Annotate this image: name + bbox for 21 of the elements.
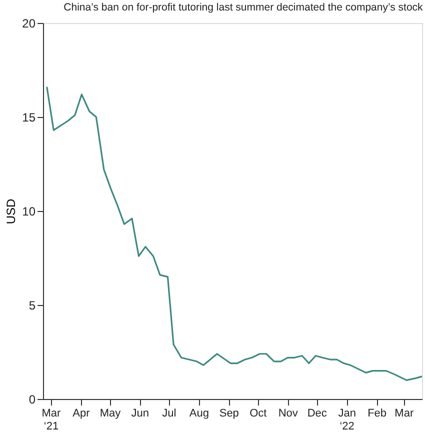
x-tick-label: Jun [131, 408, 150, 420]
y-tick-label: 15 [22, 110, 36, 124]
x-tick-label: Feb [368, 408, 387, 420]
x-tick-label: Jul [162, 408, 176, 420]
x-tick-label: Dec [307, 408, 328, 420]
x-tick-label: Oct [250, 408, 267, 420]
y-tick-label: 0 [28, 392, 36, 406]
x-tick-label: Mar [394, 408, 414, 420]
line-series [46, 86, 423, 381]
x-tick-label: May [100, 408, 122, 420]
y-tick-label: 10 [22, 204, 36, 218]
y-axis-title: USD [4, 198, 18, 224]
x-tick-label: Aug [189, 408, 209, 420]
x-tick-label: Mar ‘21 [42, 408, 62, 432]
x-tick-label: Nov [278, 408, 298, 420]
x-tick-label: Apr [72, 408, 90, 420]
chart-title: China’s ban on for-profit tutoring last summer decimated the company’s stock [64, 2, 424, 14]
x-tick-label: Sep [219, 408, 239, 420]
y-tick-label: 20 [22, 16, 36, 30]
y-tick-label: 5 [28, 298, 36, 312]
x-tick-label: Jan ‘22 [338, 408, 356, 432]
